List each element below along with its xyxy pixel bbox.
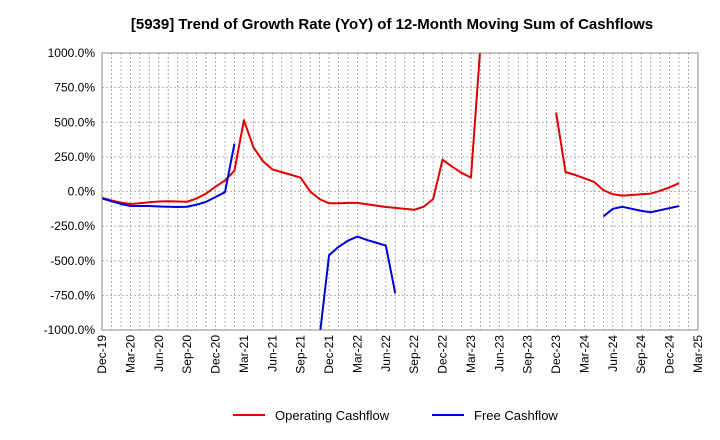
plot-frame bbox=[101, 52, 699, 331]
x-tick-label: Jun-22 bbox=[379, 335, 393, 372]
x-tick-label: Dec-24 bbox=[663, 335, 677, 374]
y-tick-label: -250.0% bbox=[50, 219, 95, 233]
chart-title: [5939] Trend of Growth Rate (YoY) of 12-… bbox=[131, 16, 653, 33]
series-line-operating-cashflow bbox=[555, 112, 680, 197]
series-line-free-cashflow bbox=[102, 143, 236, 209]
series-line-operating-cashflow bbox=[102, 53, 481, 211]
x-tick-label: Sep-22 bbox=[407, 335, 421, 374]
y-tick-label: 1000.0% bbox=[48, 46, 96, 60]
x-tick-label: Sep-23 bbox=[521, 335, 535, 374]
x-tick-label: Mar-21 bbox=[237, 335, 251, 373]
y-tick-label: -1000.0% bbox=[44, 323, 96, 337]
y-axis: 1000.0% 750.0% 500.0% 250.0% 0.0% -250.0% -500… bbox=[44, 46, 96, 337]
y-tick-label: -750.0% bbox=[50, 288, 95, 302]
series-layer bbox=[102, 53, 680, 330]
x-tick-label: Dec-21 bbox=[322, 335, 336, 374]
x-axis: Dec-19 Mar-20 Jun-20 Sep-20 Dec-20 Mar-21 Jun-… bbox=[95, 335, 705, 374]
y-tick-label: 750.0% bbox=[54, 81, 95, 95]
y-tick-label: -500.0% bbox=[50, 254, 95, 268]
x-tick-label: Dec-22 bbox=[436, 335, 450, 374]
x-tick-label: Mar-20 bbox=[123, 335, 137, 373]
x-tick-label: Mar-25 bbox=[691, 335, 705, 373]
series-line-free-cashflow bbox=[602, 205, 680, 218]
x-tick-label: Dec-20 bbox=[209, 335, 223, 374]
legend: Operating Cashflow Free Cashflow bbox=[233, 408, 558, 423]
x-tick-label: Mar-22 bbox=[350, 335, 364, 373]
x-tick-label: Sep-24 bbox=[634, 335, 648, 374]
y-tick-label: 250.0% bbox=[54, 150, 95, 164]
y-tick-label: 500.0% bbox=[54, 115, 95, 129]
x-tick-label: Jun-23 bbox=[492, 335, 506, 372]
x-tick-label: Jun-20 bbox=[152, 335, 166, 372]
x-tick-label: Dec-19 bbox=[95, 335, 109, 374]
x-tick-label: Jun-24 bbox=[606, 335, 620, 372]
x-tick-label: Sep-20 bbox=[180, 335, 194, 374]
x-tick-label: Mar-24 bbox=[577, 335, 591, 373]
legend-label-operating: Operating Cashflow bbox=[275, 408, 390, 423]
legend-label-free: Free Cashflow bbox=[474, 408, 558, 423]
x-tick-label: Mar-23 bbox=[464, 335, 478, 373]
x-tick-label: Jun-21 bbox=[265, 335, 279, 372]
y-tick-label: 0.0% bbox=[68, 185, 96, 199]
x-tick-label: Dec-23 bbox=[549, 335, 563, 374]
series-line-free-cashflow bbox=[319, 235, 397, 330]
x-tick-label: Sep-21 bbox=[294, 335, 308, 374]
